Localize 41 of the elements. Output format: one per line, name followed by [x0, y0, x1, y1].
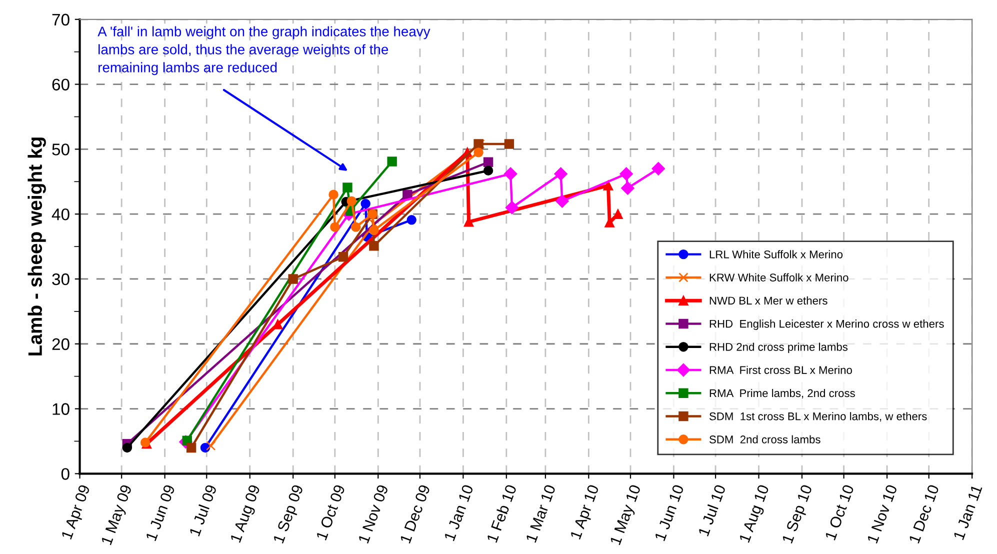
x-tick-label: 1 Dec 10: [908, 484, 940, 544]
y-tick-label: 40: [52, 208, 70, 220]
x-tick-label: 1 Sep 09: [272, 484, 306, 545]
legend-label: SDM 2nd cross lambs: [709, 435, 820, 444]
x-tick-label: 1 Mar 10: [526, 484, 556, 543]
x-tick-label: 1 Feb 10: [486, 484, 517, 543]
x-tick-label: 1 Jan 10: [444, 484, 474, 542]
x-tick-label: 1 Jul 09: [188, 484, 217, 536]
x-tick-label: 1 Apr 09: [61, 484, 93, 541]
y-axis-title: Lamb - sheep weight kg: [28, 138, 46, 356]
x-tick-label: 1 Aug 10: [738, 484, 772, 544]
y-tick-label: 70: [52, 14, 70, 26]
y-tick-label: 30: [52, 273, 70, 286]
legend-label: RMA First cross BL x Merino: [710, 366, 852, 374]
x-tick-label: 1 Aug 09: [230, 484, 263, 544]
x-tick-label: 1 Oct 10: [824, 484, 854, 540]
x-tick-label: 1 Jun 09: [146, 484, 176, 542]
y-tick-label: 60: [52, 78, 70, 90]
x-tick-label: 1 Jan 11: [953, 484, 982, 540]
x-tick-label: 1 Nov 09: [358, 484, 388, 544]
x-tick-label: 1 May 09: [100, 484, 135, 546]
x-tick-label: 1 Dec 09: [400, 484, 430, 544]
legend-label: RMA Prime lambs, 2nd cross: [710, 388, 855, 398]
x-tick-label: 1 Sep 10: [782, 484, 816, 545]
legend-label: KRW White Suffolk x Merino: [710, 273, 848, 282]
legend-label: RHD English Leicester x Merino cross w ethers: [710, 320, 944, 330]
annotation: A 'fall' in lamb weight on the graph indicates the heavy lambs are sold, thus the average weights of the remaining lambs are reduced: [98, 26, 430, 76]
x-tick-label: 1 Jul 10: [698, 484, 726, 536]
y-tick-label: 50: [52, 144, 70, 156]
x-tick-label: 1 Oct 09: [316, 484, 346, 540]
x-tick-label: 1 Jun 10: [654, 484, 684, 542]
y-tick-label: 10: [52, 403, 70, 415]
legend-label: SDM 1st cross BL x Merino lambs, w ethers: [709, 412, 927, 422]
x-tick-label: 1 May 10: [610, 484, 644, 546]
x-tick-label: 1 Nov 10: [866, 484, 898, 544]
x-tick-label: 1 Apr 10: [570, 484, 602, 541]
y-tick-label: 0: [61, 468, 70, 480]
legend-label: NWD BL x Mer w ethers: [710, 296, 828, 305]
legend-label: LRL White Suffolk x Merino: [710, 250, 843, 258]
legend-label: RHD 2nd cross prime lambs: [710, 342, 848, 354]
y-tick-label: 20: [52, 338, 70, 350]
